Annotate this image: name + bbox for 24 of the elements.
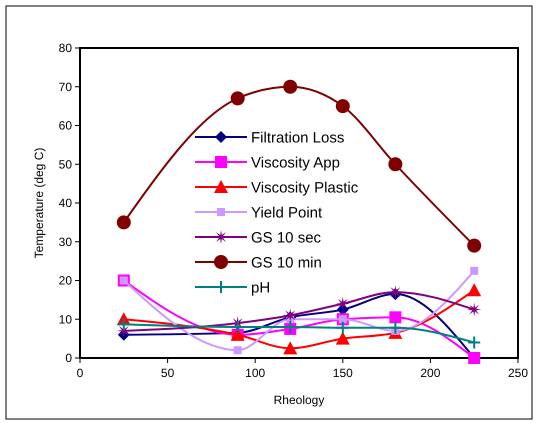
y-axis-title: Temperature (deg C) (32, 148, 46, 258)
y-tick-label: 70 (58, 80, 72, 94)
y-tick-label: 60 (58, 118, 72, 133)
legend-label: Filtration Loss (251, 129, 344, 146)
y-tick-label: 20 (58, 274, 72, 288)
y-tick-label: 10 (58, 312, 72, 326)
legend-label: Yield Point (251, 204, 323, 222)
legend-label: Viscosity Plastic (251, 179, 359, 196)
x-tick-label: 0 (76, 366, 84, 380)
x-tick-label: 200 (420, 366, 441, 380)
y-tick-label: 80 (58, 41, 72, 56)
x-tick-label: 250 (508, 366, 528, 380)
y-tick-label: 0 (65, 351, 72, 366)
x-axis-title: Rheology (274, 393, 324, 407)
y-tick-label: 30 (58, 234, 72, 249)
y-tick-label: 50 (58, 157, 72, 172)
x-tick-label: 150 (332, 366, 354, 380)
legend-label: pH (251, 279, 270, 296)
x-tick-label: 50 (160, 366, 175, 380)
x-tick-label: 100 (245, 366, 266, 380)
legend-label: Viscosity App (251, 154, 340, 172)
legend-label: GS 10 sec (251, 229, 322, 246)
y-tick-label: 40 (58, 196, 72, 210)
legend-label: GS 10 min (251, 254, 322, 272)
